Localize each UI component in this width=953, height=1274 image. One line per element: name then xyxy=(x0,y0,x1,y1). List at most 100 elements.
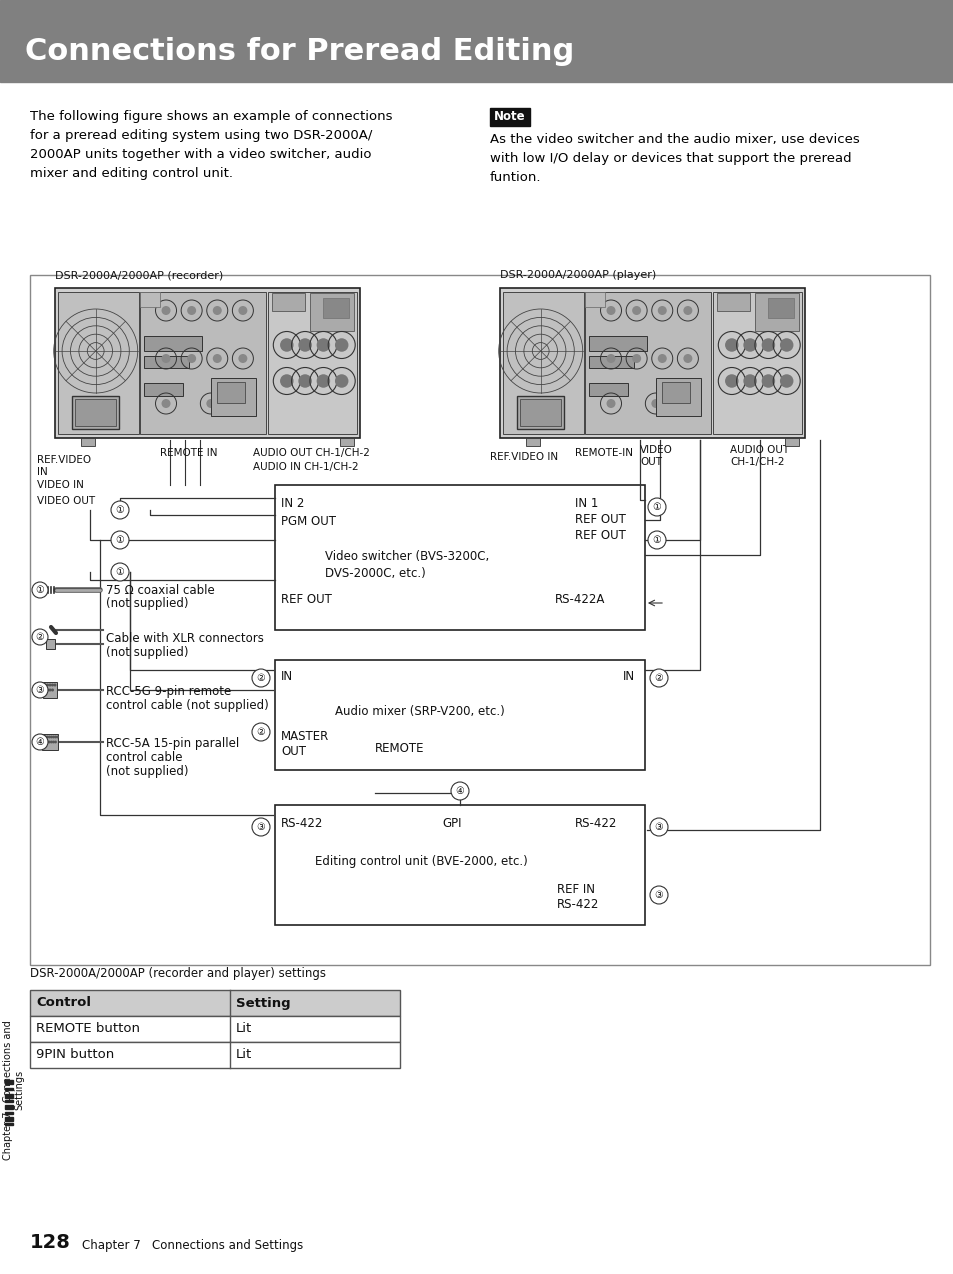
Text: ②: ② xyxy=(654,673,662,683)
Text: ①: ① xyxy=(652,535,660,545)
Bar xyxy=(517,396,563,429)
Circle shape xyxy=(111,531,129,549)
Circle shape xyxy=(52,736,54,738)
Circle shape xyxy=(43,741,44,743)
Bar xyxy=(5,1122,13,1125)
Circle shape xyxy=(298,375,312,387)
Circle shape xyxy=(606,306,615,315)
Circle shape xyxy=(780,339,793,352)
Bar xyxy=(144,336,202,352)
Circle shape xyxy=(651,399,659,408)
Bar xyxy=(499,288,804,438)
Text: Connections for Preread Editing: Connections for Preread Editing xyxy=(25,37,574,66)
Bar xyxy=(661,382,690,403)
Bar xyxy=(5,1112,13,1113)
Circle shape xyxy=(606,399,615,408)
Circle shape xyxy=(47,741,49,743)
Text: ①: ① xyxy=(652,502,660,512)
Circle shape xyxy=(252,724,270,741)
Bar xyxy=(5,1088,13,1091)
Bar xyxy=(46,640,55,648)
Text: REF OUT: REF OUT xyxy=(575,513,625,526)
Circle shape xyxy=(280,339,294,352)
Bar xyxy=(767,298,793,317)
Bar xyxy=(5,1094,13,1098)
Circle shape xyxy=(682,306,692,315)
Text: RS-422: RS-422 xyxy=(575,817,617,829)
Circle shape xyxy=(632,354,640,363)
Bar xyxy=(525,438,539,446)
Circle shape xyxy=(657,306,666,315)
Bar xyxy=(274,485,644,631)
Text: ①: ① xyxy=(115,505,124,515)
Text: Editing control unit (BVE-2000, etc.): Editing control unit (BVE-2000, etc.) xyxy=(314,855,527,868)
Bar xyxy=(589,382,627,396)
Bar xyxy=(43,682,57,698)
Text: (not supplied): (not supplied) xyxy=(106,646,189,659)
Text: ①: ① xyxy=(115,567,124,577)
Bar xyxy=(5,1117,13,1121)
Circle shape xyxy=(44,689,46,691)
Text: The following figure shows an example of connections
for a preread editing syste: The following figure shows an example of… xyxy=(30,110,392,180)
Text: (not supplied): (not supplied) xyxy=(106,764,189,778)
Text: ④: ④ xyxy=(456,786,464,796)
Text: IN: IN xyxy=(281,670,293,683)
Circle shape xyxy=(111,501,129,519)
Text: ③: ③ xyxy=(35,685,45,696)
Circle shape xyxy=(724,339,738,352)
Bar xyxy=(5,1105,13,1108)
Text: RCC-5A 15-pin parallel: RCC-5A 15-pin parallel xyxy=(106,736,239,750)
Circle shape xyxy=(32,582,48,598)
Text: PGM OUT: PGM OUT xyxy=(281,515,335,527)
Bar xyxy=(589,336,646,352)
Circle shape xyxy=(632,306,640,315)
Bar xyxy=(30,275,929,964)
Text: MASTER
OUT: MASTER OUT xyxy=(281,730,329,758)
Circle shape xyxy=(298,339,312,352)
Bar xyxy=(0,0,953,82)
Circle shape xyxy=(45,736,46,738)
Text: IN 2: IN 2 xyxy=(281,497,304,510)
Text: AUDIO OUT CH-1/CH-2: AUDIO OUT CH-1/CH-2 xyxy=(253,448,370,457)
Bar xyxy=(310,293,354,330)
Text: Cable with XLR connectors: Cable with XLR connectors xyxy=(106,632,264,645)
Circle shape xyxy=(161,399,171,408)
Text: AUDIO IN CH-1/CH-2: AUDIO IN CH-1/CH-2 xyxy=(253,462,358,471)
Bar xyxy=(75,399,116,426)
Circle shape xyxy=(51,736,52,738)
Bar xyxy=(713,292,801,434)
Circle shape xyxy=(335,375,348,387)
Circle shape xyxy=(213,354,221,363)
Text: IN: IN xyxy=(622,670,635,683)
Circle shape xyxy=(45,741,46,743)
Circle shape xyxy=(213,306,221,315)
Circle shape xyxy=(316,339,330,352)
Circle shape xyxy=(238,306,247,315)
Circle shape xyxy=(451,782,469,800)
Circle shape xyxy=(316,375,330,387)
Bar xyxy=(144,355,189,367)
Text: REMOTE-IN: REMOTE-IN xyxy=(575,448,633,457)
Bar xyxy=(30,1042,399,1068)
Text: VIDEO
OUT: VIDEO OUT xyxy=(639,445,672,468)
Bar xyxy=(144,382,183,396)
Circle shape xyxy=(606,354,615,363)
Bar xyxy=(502,292,584,434)
Text: RS-422: RS-422 xyxy=(281,817,323,829)
Circle shape xyxy=(780,375,793,387)
Bar xyxy=(519,399,560,426)
Bar xyxy=(42,734,58,750)
Bar xyxy=(717,293,749,311)
Circle shape xyxy=(32,734,48,750)
Text: AUDIO OUT
CH-1/CH-2: AUDIO OUT CH-1/CH-2 xyxy=(729,445,788,468)
Bar xyxy=(490,108,530,126)
Text: Chapter 7   Connections and
Settings: Chapter 7 Connections and Settings xyxy=(3,1020,25,1159)
Circle shape xyxy=(32,682,48,698)
Text: control cable (not supplied): control cable (not supplied) xyxy=(106,699,269,712)
Text: GPI: GPI xyxy=(441,817,461,829)
Circle shape xyxy=(32,629,48,645)
Circle shape xyxy=(742,339,756,352)
Text: ③: ③ xyxy=(256,822,265,832)
Text: DSR-2000A/2000AP (player): DSR-2000A/2000AP (player) xyxy=(499,270,656,280)
Text: Setting: Setting xyxy=(235,996,291,1009)
